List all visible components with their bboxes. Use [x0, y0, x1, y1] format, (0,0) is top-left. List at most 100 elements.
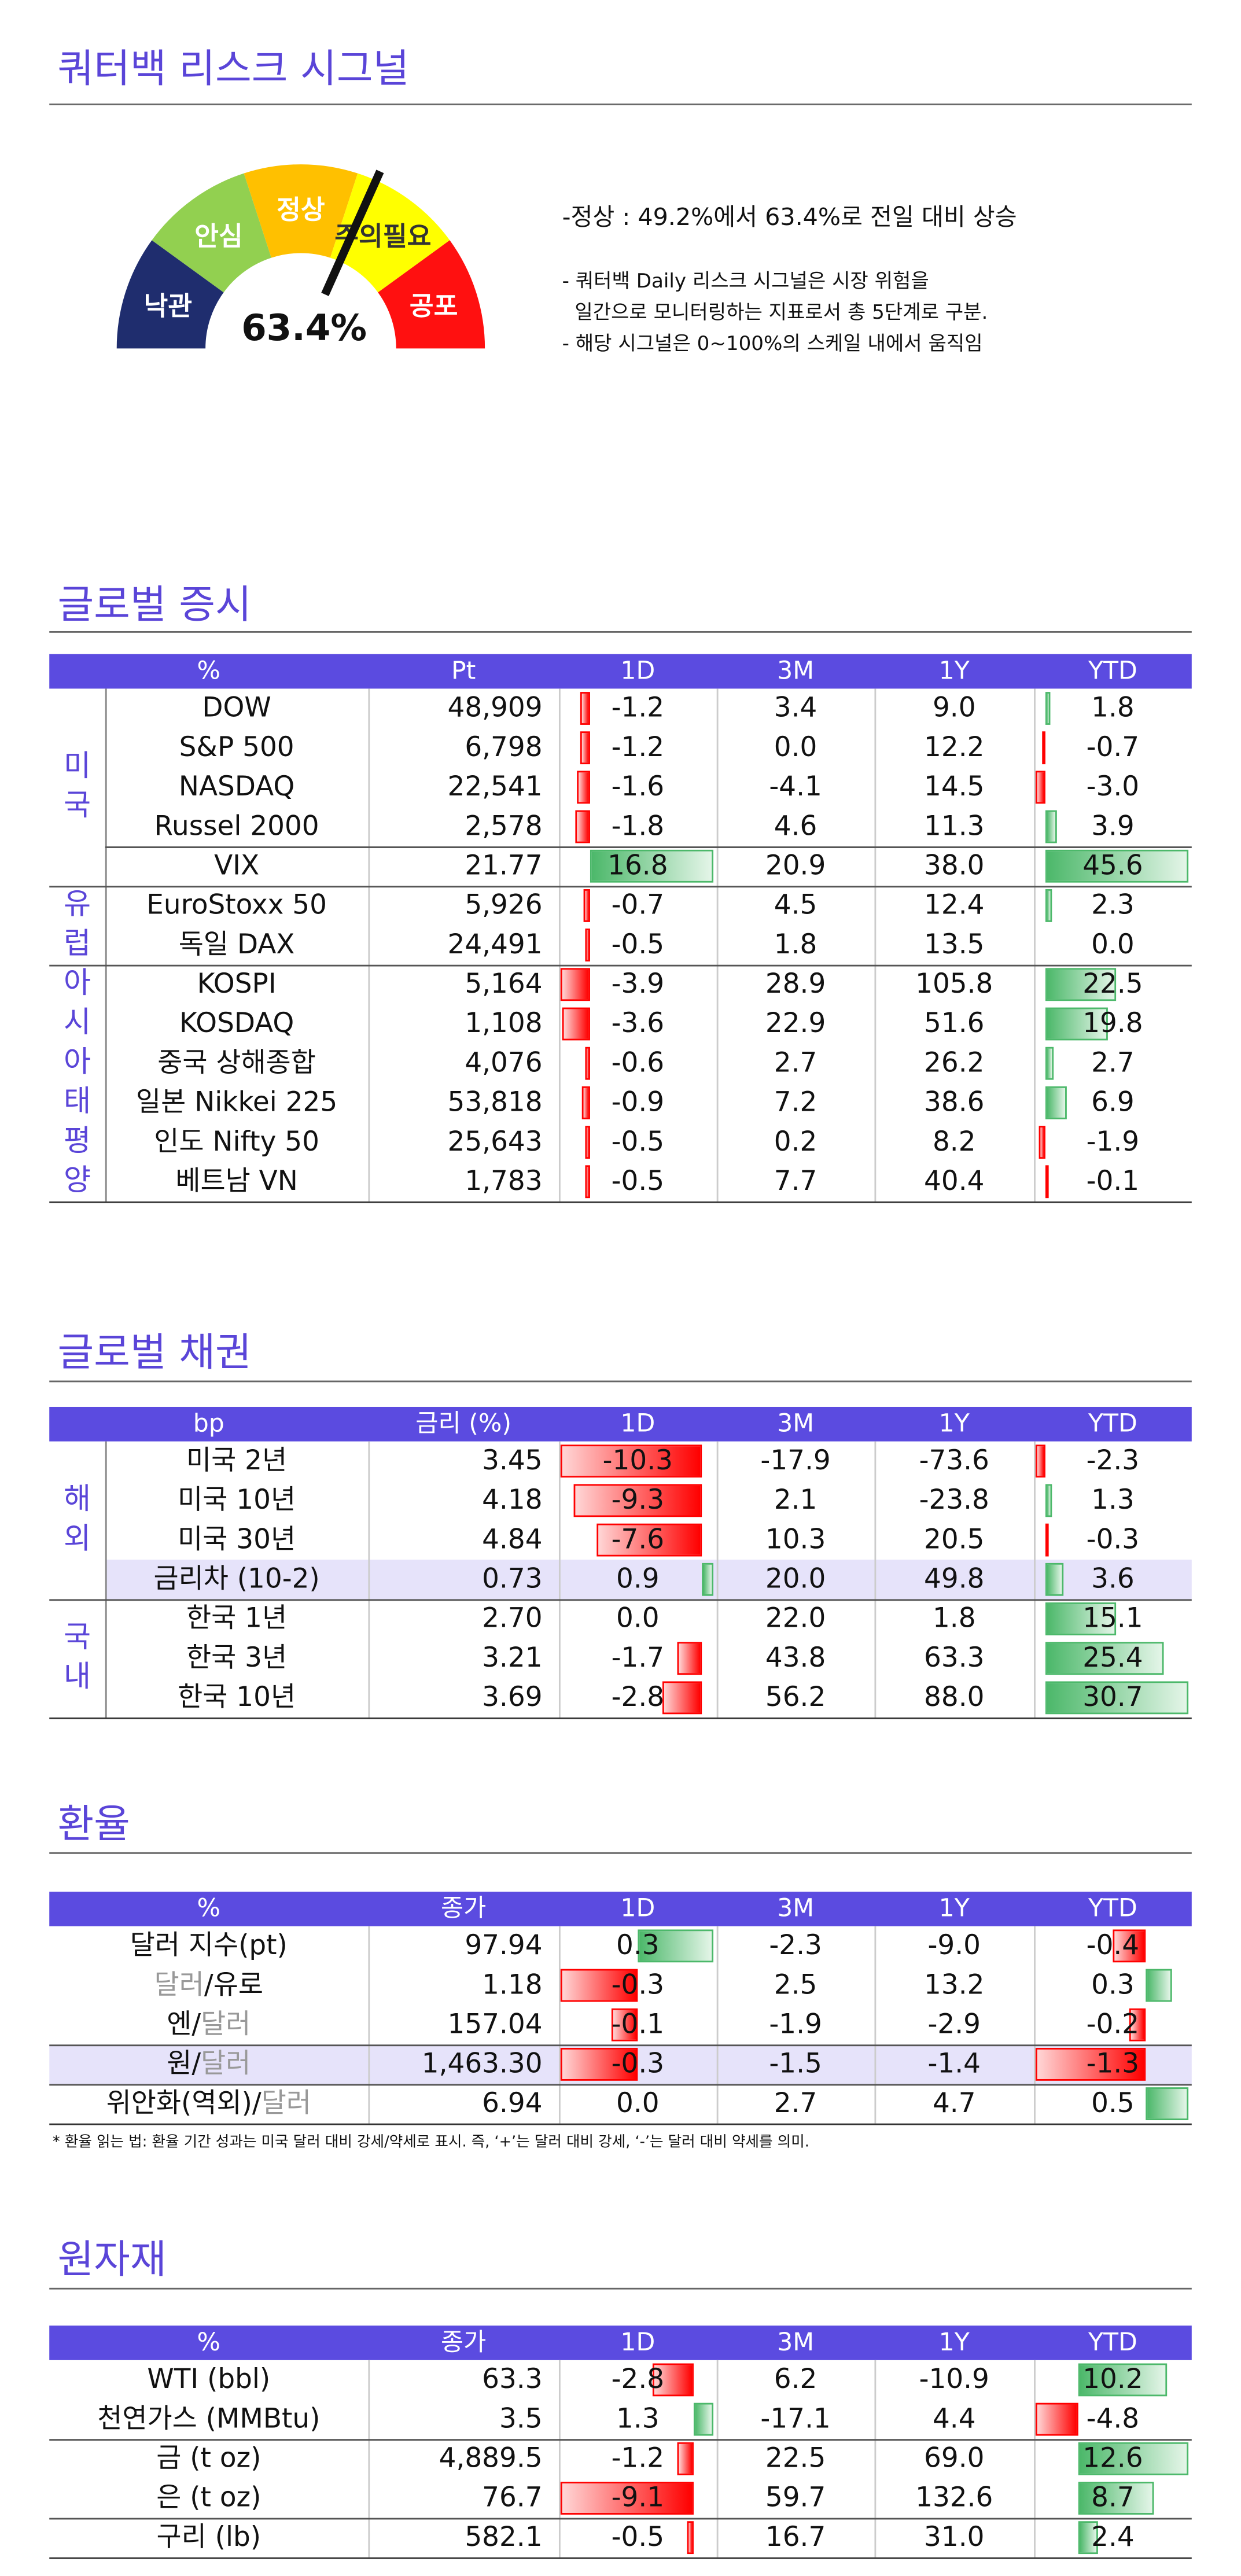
row-value: 24,491: [447, 928, 543, 960]
data-bar: [653, 2363, 694, 2397]
row-value: -2.3: [1086, 1444, 1140, 1476]
data-bar: [1045, 1007, 1107, 1041]
column-divider: [558, 2360, 561, 2557]
summary: -정상 : 49.2%에서 63.4%로 전일 대비 상승: [562, 205, 1017, 232]
data-bar: [687, 2521, 694, 2555]
row-value: -4.1: [769, 771, 822, 802]
data-bar: [560, 2048, 637, 2081]
row-value: 12.6: [1082, 2442, 1143, 2474]
row-value: 22.5: [765, 2442, 826, 2474]
row-value: 19.8: [1082, 1007, 1143, 1039]
column-divider: [368, 1441, 370, 1718]
column-header: 3M: [777, 1408, 815, 1438]
row-value: 1.18: [482, 1969, 543, 2000]
name-part: 달러: [154, 1969, 204, 2000]
name-part: 달러 지수(pt): [130, 1929, 288, 1961]
row-value: 2.7: [774, 1046, 817, 1078]
group-label: 아시아태평양: [64, 966, 91, 1199]
row-value: -3.6: [611, 1007, 665, 1039]
row-value: 38.6: [924, 1086, 985, 1118]
data-bar: [1046, 1562, 1063, 1596]
row-value: 14.5: [924, 771, 985, 802]
data-bar: [1039, 1126, 1045, 1159]
row-separator: [49, 1599, 1192, 1601]
section-title: 글로벌 증시: [57, 581, 252, 628]
row-highlight: [105, 1560, 1192, 1600]
column-header: Pt: [451, 655, 476, 686]
data-bar: [1045, 692, 1051, 725]
row-value: 25,643: [447, 1126, 543, 1158]
name-part: 달러: [201, 2048, 251, 2079]
data-bar: [585, 1165, 590, 1199]
column-divider: [1034, 2360, 1036, 2557]
column-header: 3M: [777, 2327, 815, 2357]
column-header: %: [197, 1893, 221, 1923]
row-name: VIX: [214, 849, 260, 881]
column-header: 금리 (%): [415, 1408, 512, 1438]
row-value: 56.2: [765, 1681, 826, 1713]
row-name: 은 (t oz): [156, 2482, 262, 2514]
row-name: S&P 500: [179, 731, 294, 763]
row-name: 엔/달러: [49, 2005, 368, 2044]
row-value: -17.1: [760, 2402, 831, 2434]
data-bar: [577, 771, 590, 804]
row-value: -1.3: [1086, 2048, 1140, 2079]
column-header: 종가: [440, 2327, 487, 2357]
data-bar: [662, 1681, 701, 1715]
column-header: bp: [193, 1408, 224, 1438]
data-bar: [576, 810, 590, 843]
row-value: 4,076: [465, 1046, 543, 1078]
row-value: -17.9: [760, 1444, 831, 1476]
column-header: 1D: [620, 1408, 656, 1438]
row-value: -0.5: [611, 1126, 665, 1158]
table-bottom: [49, 2123, 1192, 2125]
row-value: 43.8: [765, 1642, 826, 1674]
row-value: -9.0: [927, 1929, 981, 1961]
row-value: 26.2: [924, 1046, 985, 1078]
row-value: 51.6: [924, 1007, 985, 1039]
section-rule: [49, 631, 1192, 633]
table-header: [49, 654, 1192, 689]
row-value: 1.3: [616, 2402, 660, 2434]
row-value: -0.5: [611, 1165, 665, 1197]
gauge-level-label: 정상: [277, 194, 325, 225]
group-label: 국내: [64, 1620, 91, 1695]
data-bar: [1035, 2048, 1146, 2081]
data-bar: [677, 1642, 701, 1675]
row-name: 한국 10년: [178, 1681, 296, 1713]
row-value: -3.9: [611, 968, 665, 1000]
row-value: 2,578: [465, 810, 543, 842]
row-name: KOSDAQ: [179, 1007, 294, 1039]
row-separator: [49, 886, 1192, 888]
row-name: 인도 Nifty 50: [154, 1126, 319, 1158]
row-value: -0.3: [1086, 1523, 1140, 1555]
column-divider: [1034, 1926, 1036, 2124]
row-value: 7.2: [774, 1086, 817, 1118]
row-value: -0.5: [611, 2521, 665, 2553]
name-part: /: [204, 1969, 213, 2000]
row-value: 20.5: [924, 1523, 985, 1555]
row-value: 1.8: [1091, 692, 1135, 724]
row-value: 11.3: [924, 810, 985, 842]
data-bar: [1044, 1523, 1048, 1557]
row-value: 22.5: [1082, 968, 1143, 1000]
column-header: 1D: [620, 2327, 656, 2357]
row-name: 원/달러: [49, 2044, 368, 2084]
row-value: 63.3: [482, 2363, 543, 2395]
data-bar: [562, 1007, 590, 1041]
row-value: 59.7: [765, 2482, 826, 2514]
name-part: 위안화(역외): [106, 2087, 252, 2119]
section-title: 원자재: [57, 2236, 167, 2283]
row-value: -0.1: [611, 2008, 665, 2040]
row-value: 4.6: [774, 810, 817, 842]
section-rule: [49, 1380, 1192, 1383]
data-bar: [560, 1444, 701, 1478]
row-value: 0.5: [1091, 2087, 1135, 2119]
row-name: 달러/유로: [49, 1966, 368, 2005]
row-name: 일본 Nikkei 225: [136, 1086, 338, 1118]
column-header: 1Y: [938, 1408, 970, 1438]
data-bar: [560, 968, 590, 1001]
row-value: 38.0: [924, 849, 985, 881]
row-value: -1.7: [611, 1642, 665, 1674]
data-bar: [694, 2402, 714, 2436]
